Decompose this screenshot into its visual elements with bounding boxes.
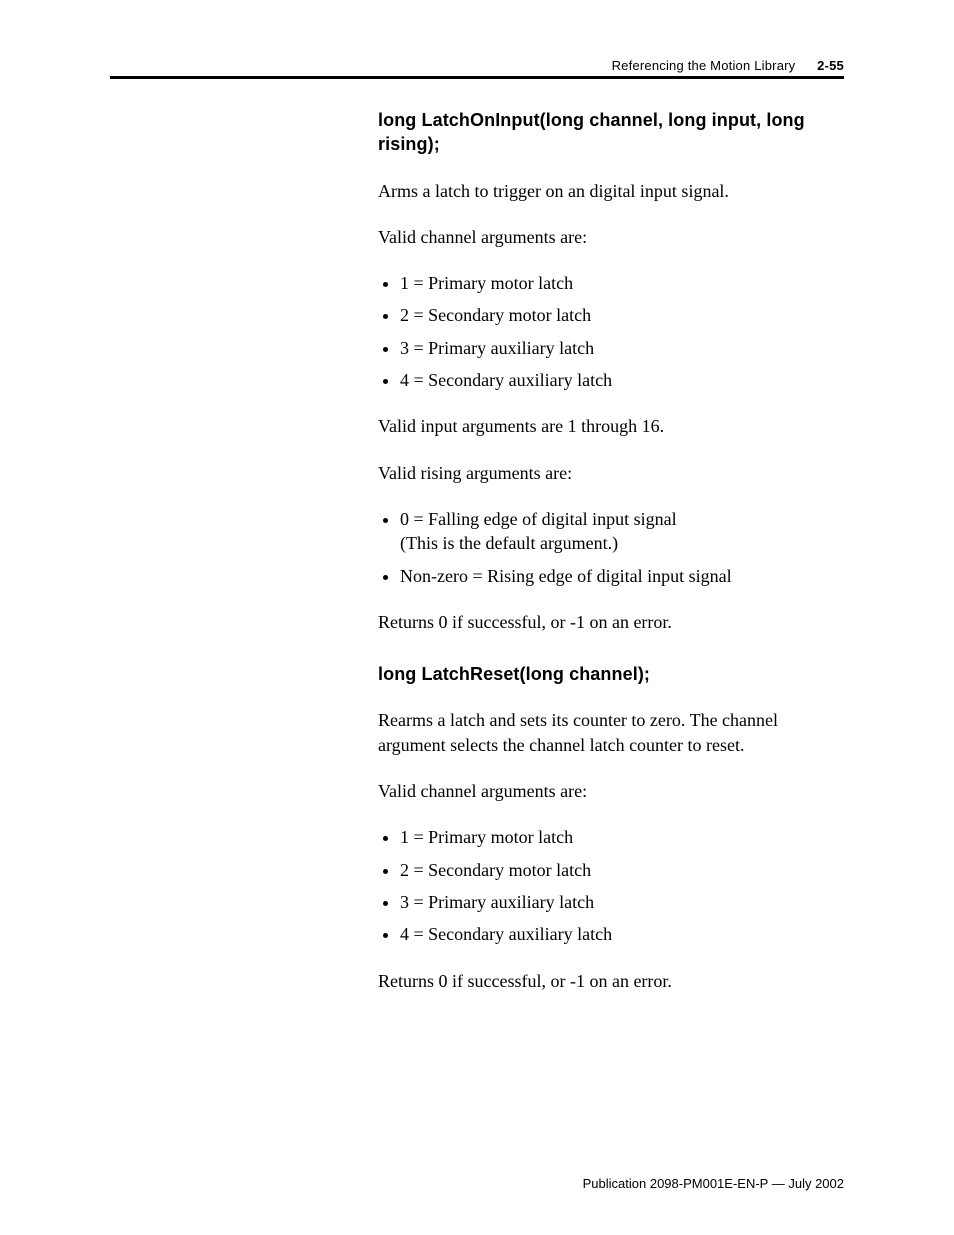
section-latchoninput: long LatchOnInput(long channel, long inp… bbox=[378, 108, 844, 634]
section1-returns: Returns 0 if successful, or -1 on an err… bbox=[378, 610, 844, 634]
header-rule bbox=[110, 76, 844, 79]
footer-publication: Publication 2098-PM001E-EN-P — July 2002 bbox=[583, 1176, 844, 1191]
list-item: 4 = Secondary auxiliary latch bbox=[400, 922, 844, 946]
list-item: 1 = Primary motor latch bbox=[400, 271, 844, 295]
section2-channel-args-label: Valid channel arguments are: bbox=[378, 779, 844, 803]
list-item: 3 = Primary auxiliary latch bbox=[400, 336, 844, 360]
section1-channel-args-label: Valid channel arguments are: bbox=[378, 225, 844, 249]
list-item: Non-zero = Rising edge of digital input … bbox=[400, 564, 844, 588]
rising-arg-line1: 0 = Falling edge of digital input signal bbox=[400, 507, 844, 531]
section1-rising-args-list: 0 = Falling edge of digital input signal… bbox=[378, 507, 844, 588]
list-item: 3 = Primary auxiliary latch bbox=[400, 890, 844, 914]
section-latchreset: long LatchReset(long channel); Rearms a … bbox=[378, 662, 844, 993]
list-item: 1 = Primary motor latch bbox=[400, 825, 844, 849]
section1-rising-args-label: Valid rising arguments are: bbox=[378, 461, 844, 485]
section2-heading: long LatchReset(long channel); bbox=[378, 662, 844, 686]
section1-heading: long LatchOnInput(long channel, long inp… bbox=[378, 108, 844, 157]
list-item: 4 = Secondary auxiliary latch bbox=[400, 368, 844, 392]
section1-channel-args-list: 1 = Primary motor latch 2 = Secondary mo… bbox=[378, 271, 844, 392]
running-header: Referencing the Motion Library 2-55 bbox=[612, 58, 844, 73]
rising-arg-line2: (This is the default argument.) bbox=[400, 531, 844, 555]
section2-channel-args-list: 1 = Primary motor latch 2 = Secondary mo… bbox=[378, 825, 844, 946]
header-page-number: 2-55 bbox=[817, 58, 844, 73]
list-item: 2 = Secondary motor latch bbox=[400, 303, 844, 327]
section2-returns: Returns 0 if successful, or -1 on an err… bbox=[378, 969, 844, 993]
rising-arg-line1: Non-zero = Rising edge of digital input … bbox=[400, 564, 844, 588]
list-item: 2 = Secondary motor latch bbox=[400, 858, 844, 882]
section1-input-args-note: Valid input arguments are 1 through 16. bbox=[378, 414, 844, 438]
list-item: 0 = Falling edge of digital input signal… bbox=[400, 507, 844, 556]
content-column: long LatchOnInput(long channel, long inp… bbox=[378, 108, 844, 1015]
header-chapter-title: Referencing the Motion Library bbox=[612, 58, 796, 73]
section1-intro: Arms a latch to trigger on an digital in… bbox=[378, 179, 844, 203]
section2-intro: Rearms a latch and sets its counter to z… bbox=[378, 708, 844, 757]
page: Referencing the Motion Library 2-55 long… bbox=[0, 0, 954, 1235]
